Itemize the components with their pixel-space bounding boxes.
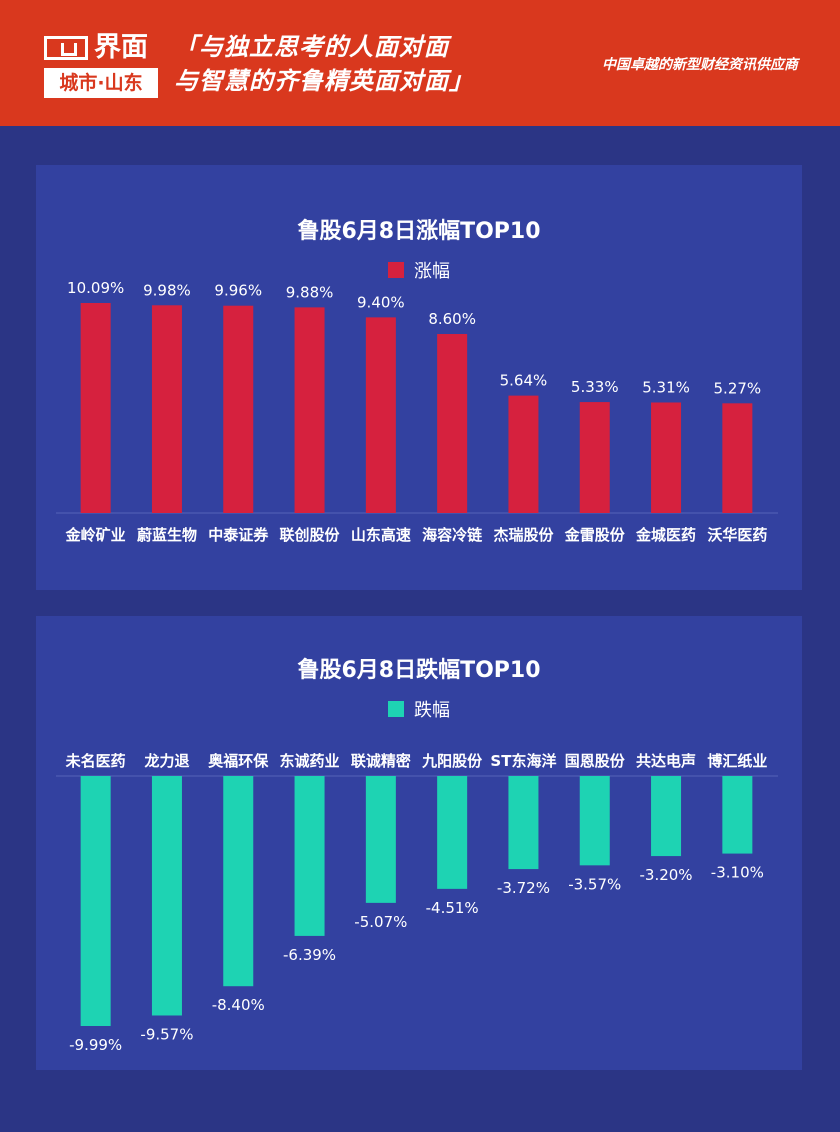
losers-data-label: -3.57%: [568, 875, 621, 893]
losers-bar: [651, 776, 682, 857]
gainers-data-label: 9.40%: [357, 293, 405, 311]
gainers-bar: [508, 395, 539, 513]
gainers-category-label: 杰瑞股份: [493, 526, 554, 544]
gainers-category-label: 联创股份: [280, 526, 341, 544]
gainers-category-label: 沃华医药: [707, 526, 767, 544]
losers-data-label: -3.10%: [711, 864, 764, 882]
gainers-data-label: 9.98%: [143, 281, 191, 299]
losers-data-label: -5.07%: [354, 913, 407, 931]
gainers-bar: [223, 305, 254, 513]
losers-chart-title: 鲁股6月8日跌幅TOP10: [297, 658, 541, 683]
losers-panel: 鲁股6月8日跌幅TOP10 跌幅 -9.99% 未名医药 -9.57% 龙力退 -8.4…: [36, 616, 802, 1070]
losers-category-label: 博汇纸业: [707, 752, 767, 770]
gainers-bar: [579, 402, 610, 513]
gainers-legend: 涨幅: [36, 257, 802, 283]
gainers-category-label: 蔚蓝生物: [137, 526, 197, 544]
gainers-data-label: 9.88%: [286, 283, 334, 301]
gainers-bar: [151, 305, 182, 513]
losers-legend: 跌幅: [36, 696, 802, 722]
losers-bar: [579, 776, 610, 866]
losers-bar: [223, 776, 254, 987]
losers-category-label: 联诚精密: [351, 752, 411, 770]
losers-data-label: -8.40%: [212, 996, 265, 1014]
gainers-category-label: 金雷股份: [564, 526, 626, 544]
logo-main-text: 界面: [94, 32, 148, 63]
losers-bar: [294, 776, 325, 936]
losers-category-label: 九阳股份: [421, 752, 483, 770]
tagline: 中国卓越的新型财经资讯供应商: [602, 57, 798, 73]
jiemian-logo: 界面 城市·山东: [44, 32, 158, 100]
gainers-legend-swatch: [388, 262, 404, 278]
losers-bar: [437, 776, 468, 889]
losers-category-label: 共达电声: [636, 752, 696, 770]
slogan-line-2: 与智慧的齐鲁精英面对面」: [174, 67, 474, 95]
gainers-data-label: 5.27%: [714, 379, 762, 397]
gainers-data-label: 5.31%: [642, 378, 690, 396]
gainers-bar: [80, 303, 111, 513]
gainers-category-label: 金岭矿业: [65, 526, 126, 544]
gainers-bar: [651, 402, 682, 513]
gainers-category-label: 海容冷链: [422, 526, 483, 544]
losers-bar: [365, 776, 396, 903]
losers-data-label: -3.20%: [640, 866, 693, 884]
gainers-data-label: 10.09%: [67, 279, 124, 297]
losers-data-label: -3.72%: [497, 879, 550, 897]
gainers-bar: [437, 334, 468, 513]
losers-data-label: -4.51%: [426, 899, 479, 917]
gainers-category-label: 金城医药: [635, 526, 696, 544]
losers-bar: [508, 776, 539, 870]
gainers-data-label: 8.60%: [428, 310, 476, 328]
losers-data-label: -6.39%: [283, 946, 336, 964]
losers-category-label: ST东海洋: [490, 752, 556, 770]
losers-legend-swatch: [388, 701, 404, 717]
losers-category-label: 奥福环保: [208, 752, 269, 770]
losers-legend-label: 跌幅: [414, 700, 450, 721]
losers-data-label: -9.99%: [69, 1036, 122, 1054]
gainers-chart-title: 鲁股6月8日涨幅TOP10: [297, 219, 541, 244]
slogan-line-1: 「与独立思考的人面对面: [174, 33, 449, 61]
gainers-category-label: 山东高速: [351, 526, 411, 544]
gainers-bar: [365, 317, 396, 513]
losers-category-label: 东诚药业: [280, 752, 340, 770]
gainers-legend-label: 涨幅: [414, 261, 450, 282]
logo-mark-icon: [44, 36, 88, 60]
losers-bar: [722, 776, 753, 854]
losers-category-label: 未名医药: [65, 752, 126, 770]
gainers-category-label: 中泰证券: [208, 526, 269, 544]
losers-data-label: -9.57%: [140, 1025, 193, 1043]
losers-bar-chart: -9.99% 未名医药 -9.57% 龙力退 -8.40% 奥福环保 -6.39% 东诚药业 -…: [56, 752, 778, 1054]
gainers-panel: 鲁股6月8日涨幅TOP10 涨幅 10.09% 金岭矿业 9.98% 蔚蓝生物 9.96…: [36, 165, 802, 590]
gainers-data-label: 5.33%: [571, 378, 619, 396]
gainers-bar-chart: 10.09% 金岭矿业 9.98% 蔚蓝生物 9.96% 中泰证券 9.88% 联创股份 9.4…: [56, 279, 778, 544]
slogan: 「与独立思考的人面对面 与智慧的齐鲁精英面对面」: [174, 30, 474, 98]
logo-sub-text: 城市·山东: [44, 68, 158, 98]
losers-category-label: 龙力退: [143, 752, 189, 770]
losers-bar: [80, 776, 111, 1026]
losers-bar: [151, 776, 182, 1016]
gainers-data-label: 9.96%: [214, 282, 262, 300]
losers-category-label: 国恩股份: [565, 752, 626, 770]
gainers-bar: [294, 307, 325, 513]
header-banner: 界面 城市·山东 「与独立思考的人面对面 与智慧的齐鲁精英面对面」 中国卓越的新…: [0, 0, 840, 126]
gainers-data-label: 5.64%: [500, 372, 548, 390]
gainers-bar: [722, 403, 753, 513]
